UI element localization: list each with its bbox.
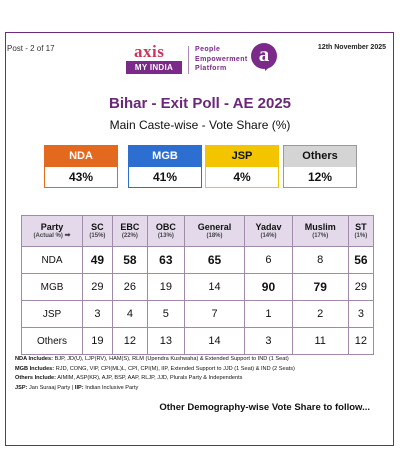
row-party: MGB — [21, 273, 83, 301]
row-party: JSP — [21, 300, 83, 328]
table-cell: 14 — [183, 327, 246, 355]
table-cell: 26 — [111, 273, 148, 301]
table-cell: 6 — [244, 246, 293, 274]
summary-share: 43% — [45, 167, 117, 187]
header-general: General (18%) — [183, 215, 246, 247]
header-st: ST (1%) — [347, 215, 375, 247]
header-actual-label: (Actual %) ➡ — [33, 232, 71, 239]
note-mgb: MGB Includes: RJD, CONG, VIP, CPI(ML)L, … — [15, 365, 295, 372]
brand-tagline-line: Platform — [195, 65, 227, 72]
table-cell: 5 — [146, 300, 185, 328]
table-cell: 1 — [244, 300, 293, 328]
table-cell: 14 — [183, 273, 246, 301]
summary-party: NDA — [45, 146, 117, 167]
header-party-label: Party — [40, 222, 64, 232]
table-row: NDA 49 58 63 65 6 8 56 — [21, 246, 375, 274]
note-jsp-iip: JSP: Jan Suraaj Party | IIP: Indian Incl… — [15, 384, 139, 391]
speech-tail — [265, 63, 274, 71]
a-logo-letter: a — [258, 42, 270, 66]
note-others: Others Include: AIMIM, ASP(KR), AJP, BSP… — [15, 375, 243, 381]
brand-separator — [188, 46, 189, 74]
table-cell: 58 — [111, 246, 148, 274]
table-row: MGB 29 26 19 14 90 79 29 — [21, 273, 375, 301]
header-obc: OBC (13%) — [146, 215, 185, 247]
follow-note: Other Demography-wise Vote Share to foll… — [159, 402, 370, 413]
table-header-row: Party (Actual %) ➡ SC (15%) EBC (22%) OBC(… — [21, 215, 375, 247]
brand-axis-text: axis — [134, 42, 165, 61]
table-cell: 3 — [244, 327, 293, 355]
brand-tagline-line: People — [195, 46, 221, 53]
table-cell: 29 — [82, 273, 113, 301]
row-party: Others — [21, 327, 83, 355]
table-row: Others 19 12 13 14 3 11 12 — [21, 327, 375, 355]
note-nda: NDA Includes: BJP, JD(U), LJP(RV), HAM(S… — [15, 356, 289, 362]
table-cell: 63 — [146, 246, 185, 274]
table-cell: 49 — [82, 246, 113, 274]
summary-box-nda: NDA 43% — [44, 145, 118, 188]
table-cell: 19 — [82, 327, 113, 355]
table-cell: 19 — [146, 273, 185, 301]
axis-my-india-logo: axis MY INDIA People Empowerment Platfor… — [120, 40, 290, 84]
header-ebc: EBC (22%) — [111, 215, 148, 247]
a-app-logo-icon: a — [251, 42, 277, 71]
post-count: Post - 2 of 17 — [7, 44, 55, 53]
summary-party: Others — [284, 146, 356, 167]
date-label: 12th November 2025 — [317, 44, 386, 51]
page-title: Bihar - Exit Poll - AE 2025 — [109, 95, 291, 112]
header-party: Party (Actual %) ➡ — [21, 215, 83, 247]
summary-share: 12% — [284, 167, 356, 187]
table-cell: 3 — [347, 300, 375, 328]
table-cell: 12 — [347, 327, 375, 355]
brand-tagline: People Empowerment Platform — [195, 45, 275, 74]
header-muslim: Muslim (17%) — [291, 215, 349, 247]
summary-party: MGB — [129, 146, 201, 167]
table-cell: 56 — [347, 246, 375, 274]
summary-share: 41% — [129, 167, 201, 187]
summary-share: 4% — [206, 167, 278, 187]
table-cell: 11 — [291, 327, 349, 355]
table-row: JSP 3 4 5 7 1 2 3 — [21, 300, 375, 328]
summary-party: JSP — [206, 146, 278, 167]
row-party: NDA — [21, 246, 83, 274]
summary-box-jsp: JSP 4% — [205, 145, 279, 188]
table-cell: 65 — [183, 246, 246, 274]
header-sc: SC (15%) — [82, 215, 113, 247]
table-cell: 29 — [347, 273, 375, 301]
table-cell: 4 — [111, 300, 148, 328]
page-subtitle: Main Caste-wise - Vote Share (%) — [109, 118, 291, 132]
table-cell: 12 — [111, 327, 148, 355]
caste-vote-share-table: Party (Actual %) ➡ SC (15%) EBC (22%) OBC(… — [21, 215, 375, 355]
summary-box-mgb: MGB 41% — [128, 145, 202, 188]
table-cell: 2 — [291, 300, 349, 328]
footnotes: NDA Includes: BJP, JD(U), LJP(RV), HAM(S… — [15, 355, 385, 393]
brand-tagline-line: Empowerment — [195, 55, 248, 63]
table-cell: 79 — [291, 273, 349, 301]
table-cell: 3 — [82, 300, 113, 328]
brand-myindia-text: MY INDIA — [126, 61, 182, 74]
summary-box-others: Others 12% — [283, 145, 357, 188]
table-cell: 7 — [183, 300, 246, 328]
table-cell: 90 — [244, 273, 293, 301]
table-cell: 8 — [291, 246, 349, 274]
header-yadav: Yadav (14%) — [244, 215, 293, 247]
right-arrow-icon: ➡ — [64, 232, 71, 239]
table-cell: 13 — [146, 327, 185, 355]
